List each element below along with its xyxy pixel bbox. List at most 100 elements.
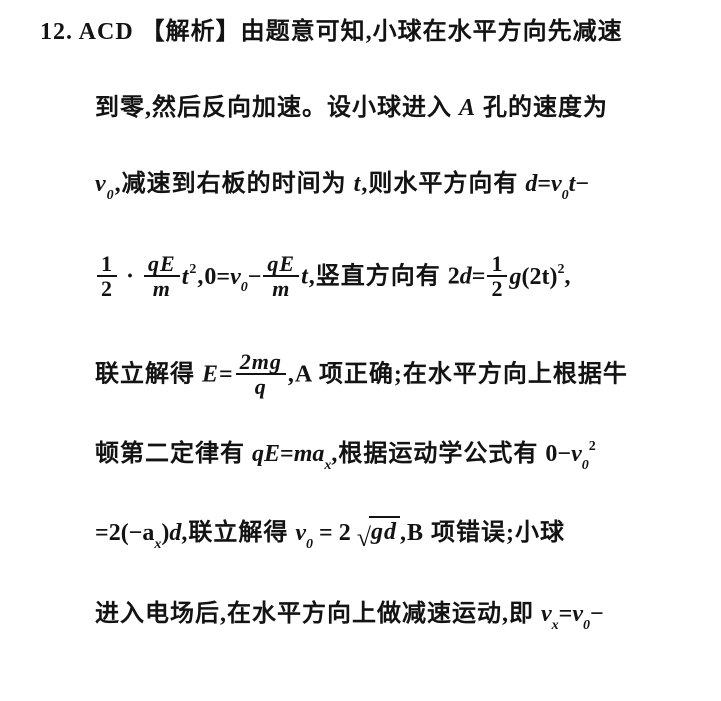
line-8-text-a: 进入电场后,在水平方向上做减速运动,即 xyxy=(95,601,541,627)
minus4: − xyxy=(590,601,604,627)
sqrt-gd: √gd xyxy=(357,516,400,553)
line-4-text-a: ,竖直方向有 xyxy=(309,264,448,290)
line-3-text-b: ,则水平方向有 xyxy=(361,171,525,197)
eq-2negax-d: =2(−ax)d xyxy=(95,520,181,546)
E1: E xyxy=(202,362,219,388)
frac-2mg-q: 2mg q xyxy=(236,350,286,398)
v0bs: 0 xyxy=(562,188,569,203)
var-v0: v0 xyxy=(95,171,115,197)
line-2: 到零,然后反向加速。设小球进入 A 孔的速度为 xyxy=(95,94,681,123)
negax: (−a xyxy=(121,520,155,546)
t-sq: t2 xyxy=(182,264,198,290)
page: 12. ACD 【解析】由题意可知,小球在水平方向先减速 到零,然后反向加速。设… xyxy=(0,0,721,701)
half2n: 1 xyxy=(487,252,507,277)
t2sup: 2 xyxy=(189,262,197,277)
qEm-den1: m xyxy=(144,277,180,300)
line-6-text-b: ,根据运动学公式有 xyxy=(331,441,545,467)
v0e: v xyxy=(295,520,306,546)
line-2-text-a: 到零,然后反向加速。设小球进入 xyxy=(95,95,459,121)
line-1: 12. ACD 【解析】由题意可知,小球在水平方向先减速 xyxy=(40,18,681,47)
v0dsq: 2 xyxy=(589,439,596,454)
frac-half: 1 2 xyxy=(97,252,117,300)
frac-half-2: 1 2 xyxy=(487,252,507,300)
dot: · xyxy=(126,264,135,290)
line-7-text-b: ,B 项错误;小球 xyxy=(400,520,565,546)
qEm-num2: qE xyxy=(263,252,299,277)
two-c: 2 xyxy=(339,520,351,546)
v0ds: 0 xyxy=(582,458,589,473)
line-7: =2(−ax)d,联立解得 v0=2√gd,B 项错误;小球 xyxy=(95,516,681,553)
qEm-den2: m xyxy=(263,277,299,300)
line-7-text-a: ,联立解得 xyxy=(181,520,295,546)
d3: d xyxy=(169,520,181,546)
line-6-text-a: 顿第二定律有 xyxy=(95,441,252,467)
two-b: 2 xyxy=(109,520,121,546)
g-2t-sq: g(2t)2 xyxy=(509,264,564,290)
v0cs: 0 xyxy=(241,280,248,295)
rad-gd: gd xyxy=(369,516,400,547)
line-5-text-b: ,A 项正确;在水平方向上根据牛 xyxy=(288,362,628,388)
d2: d xyxy=(460,264,472,290)
line-5-text-a: 联立解得 xyxy=(95,362,202,388)
eq5: = xyxy=(280,441,294,467)
v0-2sqrt-gd: v0=2 xyxy=(295,520,356,546)
m1: m xyxy=(294,441,313,467)
line-2-text-b: 孔的速度为 xyxy=(476,95,608,121)
eq-d: d=v0t− xyxy=(525,171,589,197)
line-6: 顿第二定律有 qE=max,根据运动学公式有 0−v02 xyxy=(95,440,681,473)
v0-sub: 0 xyxy=(107,188,115,203)
line-3: v0,减速到右板的时间为 t,则水平方向有 d=v0t− xyxy=(95,170,681,203)
v0c: v xyxy=(230,264,241,290)
ax1s: x xyxy=(324,458,331,473)
line-5: 联立解得 E= 2mg q ,A 项正确;在水平方向上根据牛 xyxy=(95,352,681,400)
negaxs: x xyxy=(154,537,161,552)
comma2: , xyxy=(564,264,571,290)
minus2: − xyxy=(248,264,262,290)
v0b: v xyxy=(551,171,562,197)
eq1: = xyxy=(537,171,551,197)
line-1-text: 12. ACD 【解析】由题意可知,小球在水平方向先减速 xyxy=(40,19,623,45)
eq-0: 0=v0− xyxy=(204,264,261,290)
2mgn: 2mg xyxy=(236,350,286,375)
d: d xyxy=(525,171,537,197)
eq7: = xyxy=(319,520,333,546)
p2t: (2t) xyxy=(521,264,557,290)
eq2: = xyxy=(216,264,230,290)
vx-eq-v0-minus: vx=v0− xyxy=(541,601,604,627)
eq6: = xyxy=(95,520,109,546)
zero1: 0 xyxy=(204,264,216,290)
two-d: 2d= xyxy=(448,264,486,290)
eq3: = xyxy=(472,264,486,290)
v0fs: 0 xyxy=(583,618,590,633)
v0d: v xyxy=(571,441,582,467)
eq4: = xyxy=(219,362,234,388)
sq2: 2 xyxy=(557,262,564,277)
half-num: 1 xyxy=(97,252,117,277)
two-a: 2 xyxy=(448,264,460,290)
half2d: 2 xyxy=(487,277,507,300)
var-A: A xyxy=(459,95,476,121)
line-8: 进入电场后,在水平方向上做减速运动,即 vx=v0− xyxy=(95,600,681,633)
v0f: v xyxy=(572,601,583,627)
frac-qE-m-2: qE m xyxy=(263,252,299,300)
line-3-text-a: ,减速到右板的时间为 xyxy=(115,171,354,197)
zero2: 0 xyxy=(545,441,557,467)
t3: t xyxy=(301,264,309,290)
ax1: a xyxy=(312,441,324,467)
qE1: qE xyxy=(252,441,280,467)
E-eq: E= xyxy=(202,362,234,388)
frac-qE-m-1: qE m xyxy=(144,252,180,300)
zero-minus-v0sq: 0−v02 xyxy=(545,441,595,467)
v0-v: v xyxy=(95,171,107,197)
vx: v xyxy=(541,601,552,627)
qEm-num1: qE xyxy=(144,252,180,277)
qE-ma: qE=max xyxy=(252,441,331,467)
2mgd: q xyxy=(236,375,286,398)
v0es: 0 xyxy=(306,537,313,552)
minus1: − xyxy=(575,171,589,197)
half-den: 2 xyxy=(97,277,117,300)
minus3: − xyxy=(557,441,571,467)
g1: g xyxy=(509,264,521,290)
vxs: x xyxy=(552,618,559,633)
line-4: 1 2 · qE m t2,0=v0− qE m t,竖直方向有 2d= 1 2… xyxy=(95,254,681,302)
